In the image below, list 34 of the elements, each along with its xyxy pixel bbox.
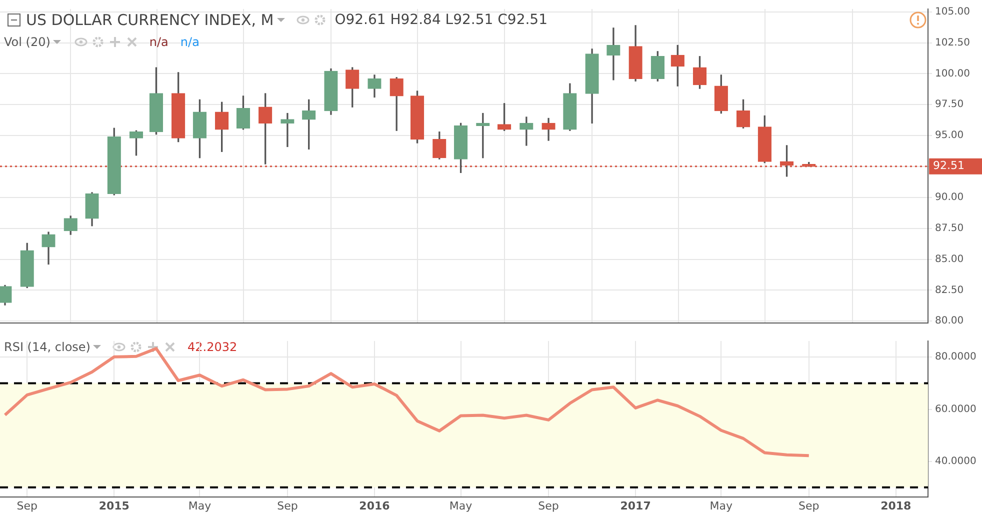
candlestick	[606, 28, 620, 80]
y-tick-label: 97.50	[935, 99, 964, 110]
annotation: n/a	[149, 35, 168, 49]
annotation: Vol (20)	[4, 35, 50, 49]
x-tick-label: 2015	[98, 499, 130, 512]
x-tick-label: May	[710, 499, 733, 512]
ref-line-label: 92.51	[933, 159, 964, 172]
chart-title: US DOLLAR CURRENCY INDEX, M	[26, 11, 274, 29]
y-tick-label: 80.0000	[935, 352, 976, 363]
y-tick-label: 80.00	[935, 316, 964, 327]
x-tick-label: Sep	[798, 499, 820, 512]
x-tick-label: 2016	[359, 499, 390, 512]
y-tick-label: 40.0000	[935, 456, 976, 467]
annotation: n/a	[180, 35, 200, 49]
chart-title: RSI (14, close)	[4, 340, 90, 354]
y-tick-label: 90.00	[935, 192, 964, 204]
x-tick-label: 2017	[620, 499, 651, 512]
annotation: 42.2032	[187, 340, 238, 354]
y-tick-label: 102.50	[935, 37, 970, 48]
candlestick	[280, 112, 294, 148]
x-tick-label: Sep	[16, 499, 38, 512]
x-tick-label: 2018	[880, 499, 912, 512]
annotation: O92.61 H92.84 L92.51 C92.51	[334, 12, 548, 28]
y-tick-label: 100.00	[935, 68, 970, 80]
x-tick-label: Sep	[277, 499, 298, 512]
y-tick-label: 105.00	[935, 6, 970, 18]
y-tick-label: 85.00	[935, 254, 964, 265]
y-tick-label: 82.50	[935, 284, 964, 296]
y-tick-label: 87.50	[935, 222, 964, 234]
x-tick-label: May	[449, 499, 473, 512]
y-tick-label: 60.0000	[935, 404, 976, 415]
y-tick-label: 95.00	[935, 130, 964, 142]
x-tick-label: Sep	[538, 499, 559, 512]
x-tick-label: May	[188, 499, 212, 512]
